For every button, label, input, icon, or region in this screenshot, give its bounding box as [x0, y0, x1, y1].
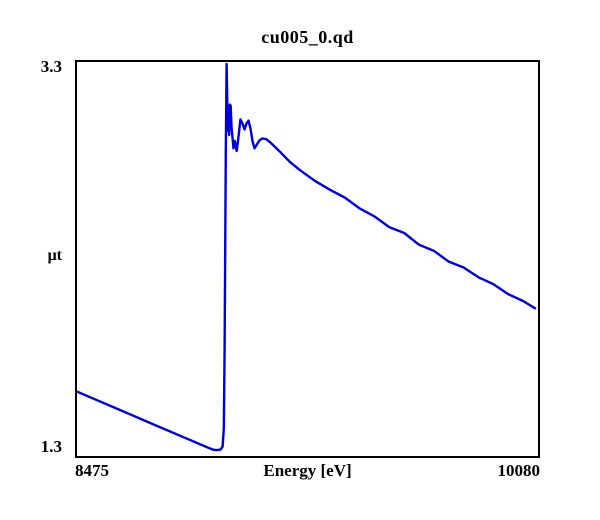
spectrum-line [77, 62, 537, 452]
x-axis-label: Energy [eV] [263, 461, 352, 480]
y-axis-label: μt [47, 247, 62, 264]
y-axis-tick-min: 1.3 [40, 437, 62, 456]
plot-area [75, 60, 540, 458]
x-axis-tick-min: 8475 [75, 461, 109, 480]
page-title: cu005_0.qd [261, 27, 354, 47]
spectrum-svg [77, 62, 537, 452]
y-axis-tick-max: 3.3 [40, 57, 62, 76]
x-axis-tick-max: 10080 [497, 461, 541, 480]
